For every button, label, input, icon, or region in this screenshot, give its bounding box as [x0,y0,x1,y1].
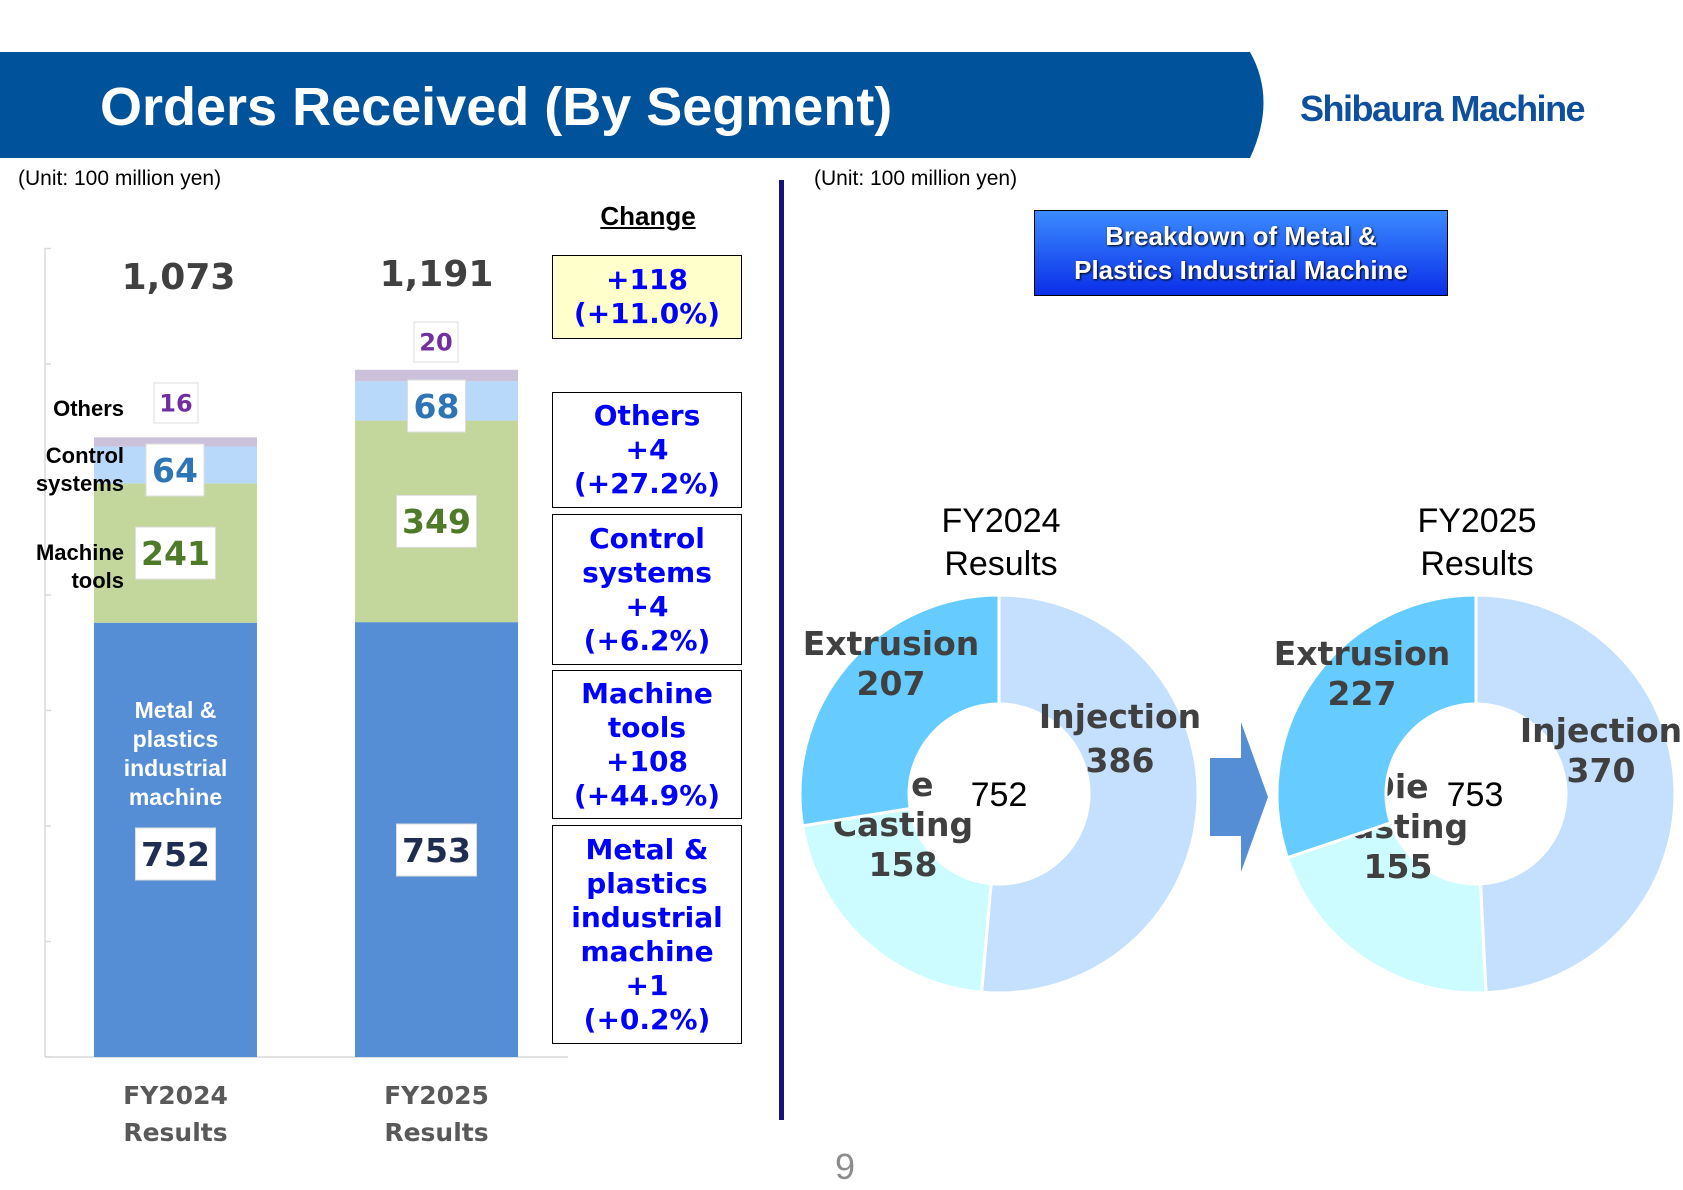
donut-slice [979,593,1200,995]
donut-slice-label: Injection 386 [1039,697,1201,780]
donut-slice [1275,593,1478,860]
title-band-shape [0,52,1264,158]
data-label: 753 [402,831,471,870]
data-label: 349 [402,502,471,541]
change-others-box: Others +4 (+27.2%) [552,392,742,508]
data-label-box [135,827,216,881]
category-label: FY2024 Results [123,1081,228,1147]
arrow-icon [1210,722,1268,872]
change-metal-plastics-box: Metal & plastics industrial machine +1 (… [552,825,742,1044]
donut-title-fy2024: FY2024 Results [941,502,1061,583]
slice-value: 158 [869,845,938,884]
data-label-box [153,382,199,424]
donut-title-fy2025: FY2025 Results [1417,502,1537,583]
donut-center-total: 752 [971,776,1028,814]
segment-name-3: Others [53,396,124,421]
bar-segment-3 [355,369,518,382]
total-label: 1,191 [380,254,494,295]
change-total-box: +118 (+11.0%) [552,255,742,339]
slice-name: Injection [1520,711,1682,750]
data-label-box [396,823,477,877]
segment-name-1: Machine tools [36,540,124,593]
segment-name-metal-plastics: Metal & plastics industrial machine [124,697,228,810]
bar-segment-3 [94,437,257,447]
donut-center-total: 753 [1447,776,1504,814]
slice-value: 370 [1567,751,1636,790]
donut-slice [1285,820,1488,995]
breakdown-title-box: Breakdown of Metal & Plastics Industrial… [1034,210,1448,296]
stacked-bar-chart: 752 241 64 16 1,073 FY2024 Results 753 349 68 20 1,… [36,247,568,1147]
slice-name: Extrusion [1274,634,1451,673]
data-label: 241 [141,534,210,573]
slice-value: 227 [1328,674,1397,713]
slice-name: Injection [1039,697,1201,736]
page-number: 9 [834,1146,856,1187]
slice-value: 386 [1086,741,1155,780]
donut-slice [798,593,1001,828]
slice-value: 155 [1364,847,1433,886]
slice-value: 207 [857,664,926,703]
data-label-box [407,379,466,433]
data-label-box [396,494,477,548]
page-title: Orders Received (By Segment) [100,77,893,137]
company-logo: Shibaura Machine [1300,88,1586,129]
data-label: 64 [152,451,198,490]
segment-name-2: Control systems [36,443,124,496]
right-unit-label: (Unit: 100 million yen) [814,167,1018,190]
data-label: 16 [159,390,192,418]
donut-slice [1474,593,1677,995]
data-label-box [413,321,459,363]
data-label: 752 [141,835,210,874]
data-label-box [145,443,205,497]
data-label-box [135,526,216,580]
title-band [0,52,1264,158]
data-label: 20 [419,329,452,357]
total-label: 1,073 [122,257,236,298]
change-heading: Change [600,201,696,231]
panel-divider [779,180,784,1120]
change-control-systems-box: Control systems +4 (+6.2%) [552,514,742,665]
donut-slice [800,806,993,994]
change-machine-tools-box: Machine tools +108 (+44.9%) [552,670,742,819]
data-label: 68 [414,387,460,426]
category-label: FY2025 Results [384,1081,489,1147]
slice-name: Extrusion [803,624,980,663]
left-unit-label: (Unit: 100 million yen) [18,167,222,190]
